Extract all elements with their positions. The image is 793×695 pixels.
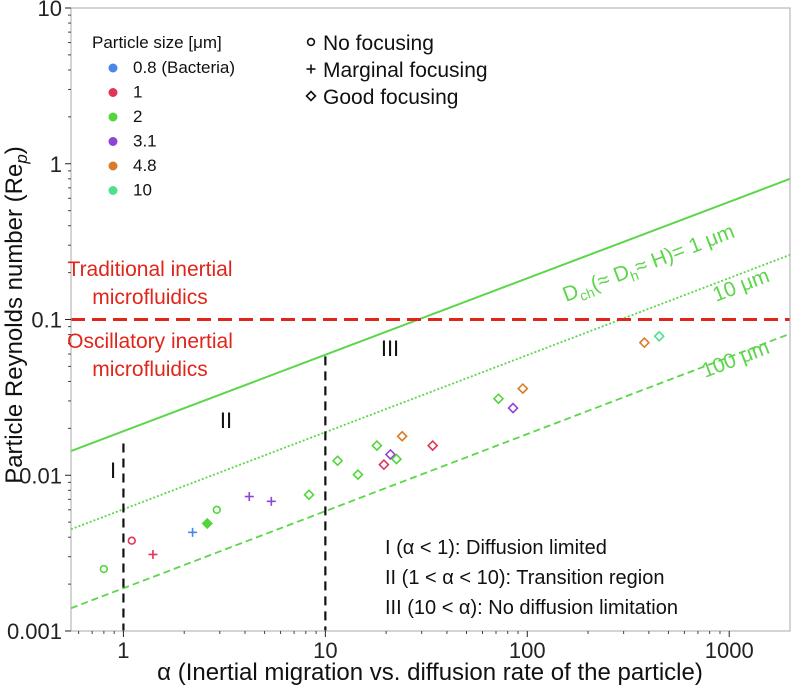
scaling-label-10um: 10 μm xyxy=(710,264,773,307)
y-axis-title-tail: ) xyxy=(1,146,28,154)
x-tick-label: 1000 xyxy=(705,638,754,663)
marker-legend-label: No focusing xyxy=(323,32,434,55)
size-legend-label: 10 xyxy=(133,181,152,200)
data-point xyxy=(188,527,198,537)
data-point xyxy=(384,448,397,461)
marker-legend-symbol xyxy=(306,37,316,47)
scaling-lines xyxy=(71,177,790,610)
scaling-label-1um: Dch(≈ Dh≈ H)= 1 μm xyxy=(560,220,739,310)
region-label-ii: II xyxy=(220,408,232,433)
x-tick-label: 1 xyxy=(117,638,129,663)
region-label-iii: III xyxy=(381,336,399,361)
data-point xyxy=(517,382,529,395)
oscillatory-label-line1: Oscillatory inertial xyxy=(67,330,233,353)
data-point xyxy=(396,430,408,442)
y-tick-label: 10 xyxy=(38,0,62,21)
traditional-label-line2: microfluidics xyxy=(92,286,208,309)
size-legend-label: 2 xyxy=(133,107,142,126)
data-point xyxy=(148,549,158,559)
scaling-line-1um xyxy=(71,177,790,452)
data-point xyxy=(427,439,439,452)
y-axis-title-main: Particle Reynolds number (Re xyxy=(1,164,28,484)
data-point xyxy=(212,505,221,515)
data-point xyxy=(390,453,403,465)
region-description-ii: II (1 < α < 10): Transition region xyxy=(385,567,664,589)
data-points xyxy=(99,330,665,574)
data-point xyxy=(244,492,254,502)
data-point xyxy=(378,458,390,471)
size-legend-swatch xyxy=(108,161,118,171)
y-axis-title-sub: p xyxy=(12,154,31,164)
data-point xyxy=(653,330,665,342)
size-legend-label: 3.1 xyxy=(133,132,157,151)
size-legend-swatch xyxy=(108,63,118,73)
size-legend-label: 1 xyxy=(133,83,142,102)
scaling-label-100um: 100 μm xyxy=(699,336,773,383)
data-point xyxy=(201,517,213,530)
y-tick-label: 0.1 xyxy=(31,308,62,333)
y-axis-title: Particle Reynolds number (Rep) xyxy=(1,146,31,484)
region-label-i: I xyxy=(110,458,116,483)
region-description-i: I (α < 1): Diffusion limited xyxy=(385,537,607,559)
data-point xyxy=(352,468,364,481)
data-point xyxy=(99,564,109,574)
size-legend-swatch xyxy=(108,186,118,195)
marker-legend-label: Marginal focusing xyxy=(323,59,488,82)
data-point xyxy=(507,402,519,414)
x-tick-label: 100 xyxy=(509,638,546,663)
size-legend-swatch xyxy=(108,88,118,97)
size-legend-swatch xyxy=(108,137,118,146)
data-point xyxy=(303,489,315,501)
data-point xyxy=(331,455,344,467)
size-legend: Particle size [μm] 0.8 (Bacteria) 1 2 3.1 4.… xyxy=(92,33,235,200)
x-axis-title: α (Inertial migration vs. diffusion rate… xyxy=(157,659,703,686)
y-tick-label: 0.001 xyxy=(7,619,62,644)
data-point xyxy=(638,337,650,349)
region-descriptions: I (α < 1): Diffusion limited II (1 < α <… xyxy=(385,537,678,619)
size-legend-label: 0.8 (Bacteria) xyxy=(133,58,235,77)
scaling-line-100um xyxy=(71,332,790,610)
region-labels: I II III xyxy=(110,336,399,483)
scaling-line-10um xyxy=(71,254,790,531)
data-point xyxy=(371,439,383,452)
y-tick-label: 1 xyxy=(50,152,62,177)
y-tick-label: 0.01 xyxy=(19,463,62,488)
marker-legend-symbol xyxy=(306,64,316,74)
x-tick-label: 10 xyxy=(313,638,337,663)
x-axis: 1 10 100 1000 xyxy=(78,631,754,663)
size-legend-title: Particle size [μm] xyxy=(92,33,222,52)
region-description-iii: III (10 < α): No diffusion limitation xyxy=(385,597,678,619)
data-point xyxy=(266,496,276,506)
data-point xyxy=(492,393,505,405)
marker-legend-label: Good focusing xyxy=(323,86,458,109)
traditional-label-line1: Traditional inertial xyxy=(68,258,233,281)
data-point xyxy=(127,536,136,545)
marker-legend-symbol xyxy=(305,90,317,102)
size-legend-swatch xyxy=(108,112,118,122)
region-boundaries xyxy=(122,356,327,631)
oscillatory-label-line2: microfluidics xyxy=(92,358,208,381)
marker-legend: No focusing Marginal focusing Good focusin… xyxy=(305,32,488,109)
size-legend-label: 4.8 xyxy=(133,156,157,175)
threshold-labels: Traditional inertial microfluidics Oscil… xyxy=(67,258,233,381)
y-axis: 0.001 0.01 0.1 1 10 xyxy=(7,0,71,644)
